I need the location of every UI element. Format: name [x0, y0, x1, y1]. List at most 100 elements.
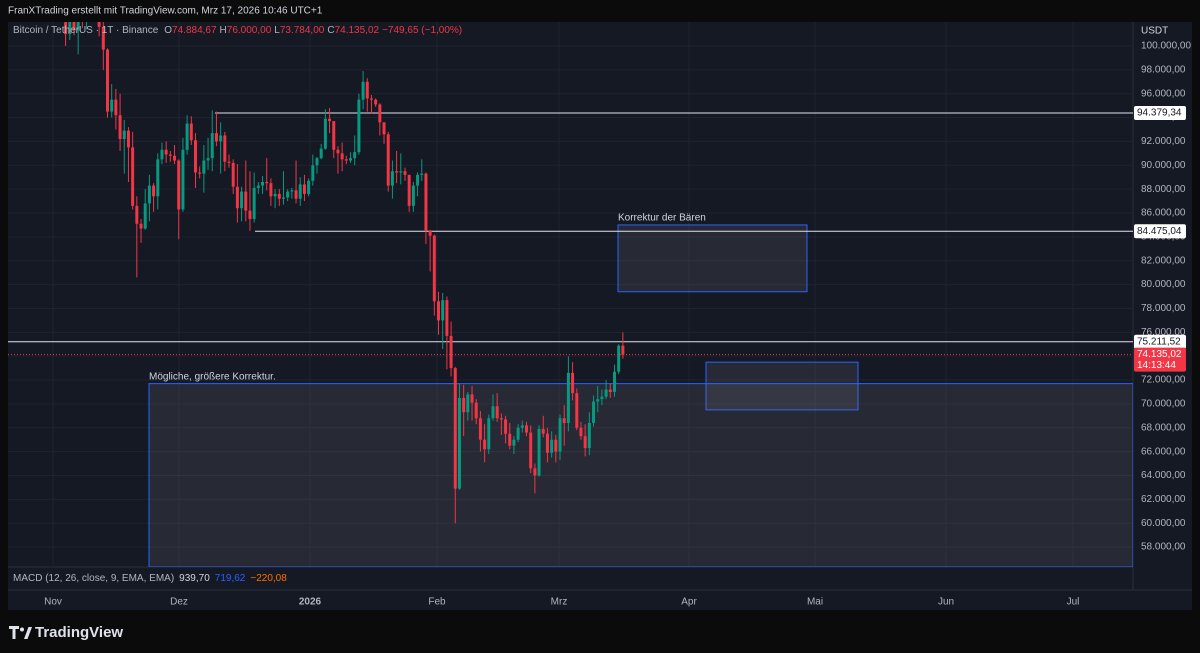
zone-box: [148, 383, 1133, 567]
candle-body: [416, 174, 420, 186]
change: −749,65 (−1,00%): [382, 25, 462, 36]
candle-body: [592, 401, 596, 423]
candle-body: [353, 152, 357, 159]
candle-body: [189, 123, 193, 141]
candle-body: [223, 135, 227, 162]
macd-value: −220,08: [250, 573, 287, 584]
candle-body: [432, 235, 436, 302]
candle-body: [106, 49, 109, 112]
candle-body: [445, 300, 449, 336]
candle-body: [583, 436, 587, 449]
candle-body: [281, 197, 285, 199]
candle-body: [319, 148, 323, 159]
price-label: 75.211,52: [1137, 336, 1181, 347]
candle-body: [554, 439, 558, 452]
ohlc-value: 74.135,02: [335, 25, 380, 36]
candle-body: [261, 181, 265, 186]
candle-body: [147, 185, 151, 204]
candle-body: [219, 135, 223, 142]
candle-body: [118, 115, 122, 140]
candle-body: [495, 406, 499, 419]
candle-body: [516, 427, 520, 440]
candles: [64, 22, 625, 524]
candle-body: [323, 118, 327, 149]
candle-body: [152, 185, 156, 197]
candle-body: [545, 433, 549, 453]
brand-logo: [9, 626, 32, 639]
price-label: 84.475,04: [1137, 226, 1182, 237]
candle-body: [478, 418, 482, 440]
candle-body: [185, 123, 189, 150]
candle-body: [122, 130, 126, 140]
candle-body: [177, 160, 181, 210]
ohlc-value: 73.784,00: [280, 25, 325, 36]
candle-body: [483, 439, 487, 450]
y-tick-label: 100.000,00: [1141, 41, 1191, 52]
x-tick-label: Feb: [428, 597, 446, 608]
candle-body: [596, 399, 600, 402]
candle-body: [156, 159, 160, 197]
candle-body: [256, 185, 260, 188]
candle-body: [374, 99, 378, 105]
candle-body: [265, 181, 269, 184]
candle-body: [466, 394, 470, 413]
candle-body: [386, 134, 390, 186]
candle-body: [403, 171, 407, 175]
ohlc-value: 74.884,67: [172, 25, 217, 36]
candle-body: [328, 118, 332, 122]
candle-body: [126, 130, 130, 148]
y-tick-label: 70.000,00: [1141, 399, 1186, 410]
candle-body: [541, 428, 545, 434]
candle-body: [390, 171, 394, 186]
y-tick-label: 58.000,00: [1141, 542, 1186, 553]
y-tick-label: 76.000,00: [1141, 327, 1186, 338]
candle-body: [357, 99, 361, 153]
x-tick-label: Apr: [681, 597, 697, 608]
zone-box: [617, 224, 808, 293]
price-label-box: [1134, 106, 1186, 121]
y-tick-label: 96.000,00: [1141, 88, 1186, 99]
candle-body: [566, 372, 570, 423]
candle-body: [558, 418, 562, 452]
candle-body: [168, 154, 172, 156]
candle-body: [164, 149, 168, 155]
y-tick-label: 66.000,00: [1141, 446, 1186, 457]
candle-body: [114, 99, 118, 116]
candle-body: [235, 186, 239, 209]
candle-body: [227, 161, 231, 163]
candle-body: [269, 183, 273, 197]
candle-body: [617, 345, 621, 372]
zone-label: Mögliche, größere Korrektur.: [149, 371, 276, 382]
y-tick-label: 60.000,00: [1141, 518, 1186, 529]
candle-body: [378, 104, 382, 123]
candle-body: [277, 193, 281, 199]
candle-body: [193, 140, 197, 173]
candle-body: [571, 372, 575, 394]
candle-body: [139, 223, 143, 229]
candle-body: [110, 99, 114, 112]
brand: TradingView: [35, 624, 123, 641]
candle-body: [562, 418, 566, 423]
candle-body: [621, 345, 625, 355]
grid: [8, 22, 1133, 567]
candle-body: [315, 158, 319, 166]
x-tick-label: Dez: [170, 597, 188, 608]
candle-body: [198, 172, 202, 174]
y-tick-label: 88.000,00: [1141, 184, 1186, 195]
candle-body: [437, 301, 441, 321]
candle-body: [298, 184, 302, 199]
candle-body: [68, 22, 72, 35]
candle-body: [608, 389, 612, 392]
candle-body: [240, 191, 244, 209]
candle-body: [302, 184, 306, 194]
y-tick-label: 82.000,00: [1141, 255, 1186, 266]
candle-body: [411, 185, 415, 206]
candle-body: [424, 173, 428, 231]
candle-body: [587, 422, 591, 449]
candle-body: [307, 180, 311, 194]
last-price-label: 74.135,02: [1137, 349, 1182, 360]
candle-body: [407, 174, 411, 206]
chart-panel: [8, 22, 1192, 610]
candle-body: [273, 193, 277, 197]
